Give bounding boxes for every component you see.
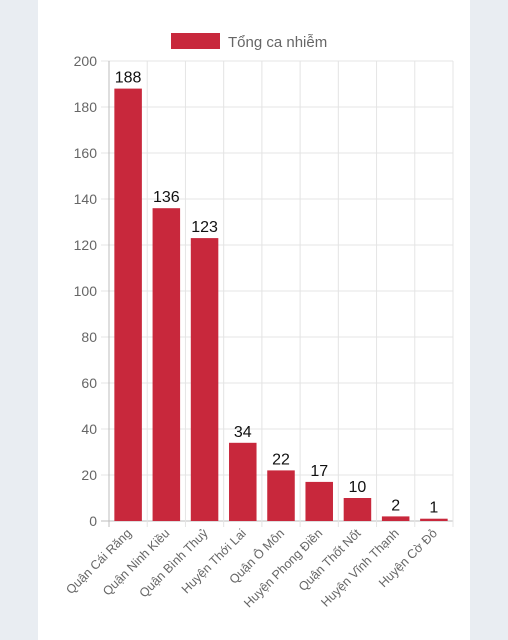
legend-label: Tổng ca nhiễm — [228, 34, 327, 51]
data-label: 10 — [349, 479, 367, 496]
y-axis-ticks: 0 20 40 60 80 100 120 140 160 180 200 — [74, 53, 98, 529]
bar[interactable] — [381, 516, 410, 521]
data-labels: 188 136 123 34 22 17 10 2 1 — [115, 70, 439, 517]
data-label: 2 — [391, 497, 400, 514]
y-tick-label: 160 — [74, 145, 98, 161]
y-tick-label: 180 — [74, 99, 98, 115]
legend[interactable]: Tổng ca nhiễm — [171, 33, 327, 51]
bar[interactable] — [267, 470, 295, 521]
x-tick-label: Quận Bình Thuỷ — [137, 526, 212, 601]
y-tick-label: 60 — [81, 375, 97, 391]
data-label: 34 — [234, 424, 252, 441]
data-label: 188 — [115, 70, 142, 87]
x-tick-label: Quận Ninh Kiều — [100, 526, 172, 598]
bar[interactable] — [420, 518, 448, 521]
data-label: 1 — [429, 500, 438, 517]
bar[interactable] — [152, 208, 181, 521]
data-label: 17 — [310, 463, 328, 480]
y-tick-label: 140 — [74, 191, 98, 207]
data-label: 136 — [153, 189, 180, 206]
y-tick-label: 0 — [89, 513, 97, 529]
data-label: 123 — [191, 219, 218, 236]
bar[interactable] — [114, 88, 142, 521]
data-label: 22 — [272, 451, 290, 468]
y-tick-label: 120 — [74, 237, 98, 253]
y-tick-label: 40 — [81, 421, 97, 437]
y-tick-label: 20 — [81, 467, 97, 483]
bar[interactable] — [229, 442, 257, 521]
bar[interactable] — [305, 481, 333, 521]
x-tick-label: Quận Cái Răng — [63, 526, 134, 597]
legend-swatch — [171, 33, 220, 49]
y-tick-label: 100 — [74, 283, 98, 299]
bar[interactable] — [343, 498, 372, 521]
bars — [114, 88, 448, 521]
y-tick-label: 200 — [74, 53, 98, 69]
bar[interactable] — [190, 238, 219, 521]
y-tick-label: 80 — [81, 329, 97, 345]
